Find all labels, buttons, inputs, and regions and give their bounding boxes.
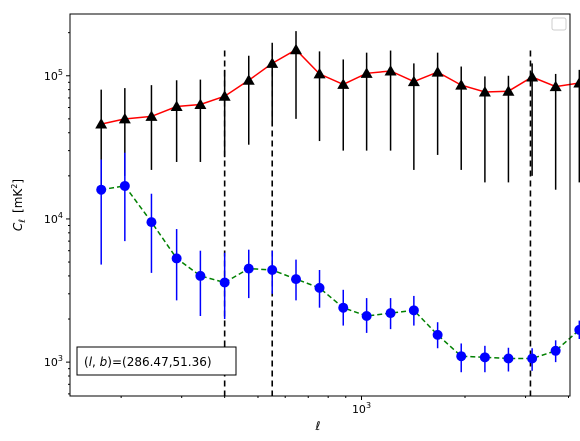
data-point	[243, 263, 254, 274]
data-point	[384, 64, 397, 76]
data-point	[432, 329, 443, 340]
data-point	[242, 74, 255, 85]
data-point	[194, 98, 207, 109]
data-point	[361, 310, 372, 321]
data-point	[503, 353, 514, 364]
annotation-text: (l, b)=(286.47,51.36)	[84, 355, 212, 369]
annotation: (l, b)=(286.47,51.36)	[76, 346, 237, 376]
data-point	[573, 77, 580, 88]
data-point	[119, 180, 130, 191]
data-point	[456, 351, 467, 362]
annotation-box	[76, 346, 237, 376]
data-point	[96, 184, 107, 195]
data-point	[118, 112, 131, 124]
data-point	[146, 217, 157, 228]
data-point	[431, 66, 444, 77]
data-point	[145, 110, 158, 121]
data-point	[360, 67, 373, 78]
plot-content	[95, 31, 580, 396]
data-point	[195, 270, 206, 281]
y-tick-label: 103	[44, 354, 63, 369]
data-point	[550, 345, 561, 356]
y-tick-label: 104	[44, 211, 63, 226]
y-axis-label: Cℓ[mK2]	[10, 179, 28, 231]
legend-box	[551, 17, 567, 31]
data-point	[478, 86, 491, 97]
data-point	[314, 282, 325, 293]
data-point	[549, 80, 562, 92]
series-line	[101, 185, 580, 360]
data-point	[385, 308, 396, 319]
data-point	[455, 79, 468, 90]
x-axis-label: ℓ	[315, 419, 321, 433]
data-point	[407, 75, 420, 87]
data-point	[313, 67, 326, 79]
data-point	[266, 57, 279, 68]
data-point	[526, 71, 539, 82]
x-tick-label: 103	[352, 401, 371, 416]
axes-frame	[69, 13, 571, 397]
data-point	[408, 305, 419, 316]
data-point	[479, 352, 490, 363]
series-1	[95, 31, 580, 190]
data-point	[337, 78, 350, 89]
data-point	[291, 274, 302, 285]
data-point	[95, 118, 108, 129]
data-point	[502, 85, 515, 96]
data-point	[527, 353, 538, 364]
data-point	[574, 324, 580, 335]
data-point	[267, 264, 278, 275]
data-point	[218, 90, 231, 101]
y-tick-label: 105	[44, 68, 63, 83]
data-point	[338, 302, 349, 313]
data-point	[290, 43, 303, 55]
data-point	[219, 277, 230, 288]
series-2	[96, 152, 580, 373]
data-point	[170, 100, 183, 112]
data-point	[171, 253, 182, 264]
